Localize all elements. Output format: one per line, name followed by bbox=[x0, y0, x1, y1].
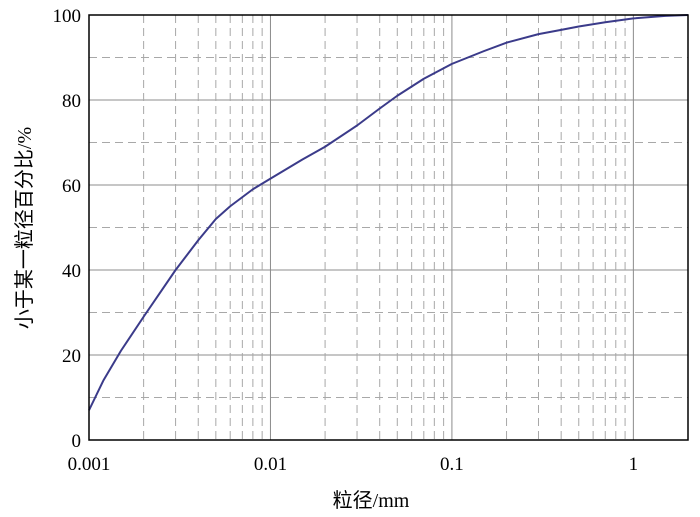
y-tick-label: 80 bbox=[62, 91, 81, 112]
series-group bbox=[88, 14, 689, 411]
y-tick-label: 40 bbox=[62, 261, 81, 282]
y-tick-label: 20 bbox=[62, 346, 81, 367]
x-tick-label: 0.01 bbox=[254, 454, 287, 475]
y-axis-title: 小于某一粒径百分比/% bbox=[13, 127, 36, 329]
grid bbox=[89, 15, 689, 440]
y-tick-label: 60 bbox=[62, 176, 81, 197]
x-tick-label: 1 bbox=[629, 454, 639, 475]
plot-frame bbox=[88, 14, 689, 441]
x-tick-label: 0.001 bbox=[68, 454, 111, 475]
tick-labels: 0.001 0.01 0.1 1 0 20 40 60 80 100 bbox=[53, 6, 639, 475]
y-tick-label: 0 bbox=[72, 431, 82, 452]
x-tick-label: 0.1 bbox=[440, 454, 464, 475]
x-axis-title: 粒径/mm bbox=[333, 489, 410, 512]
y-tick-label: 100 bbox=[53, 6, 82, 27]
data-series-line bbox=[88, 14, 689, 411]
